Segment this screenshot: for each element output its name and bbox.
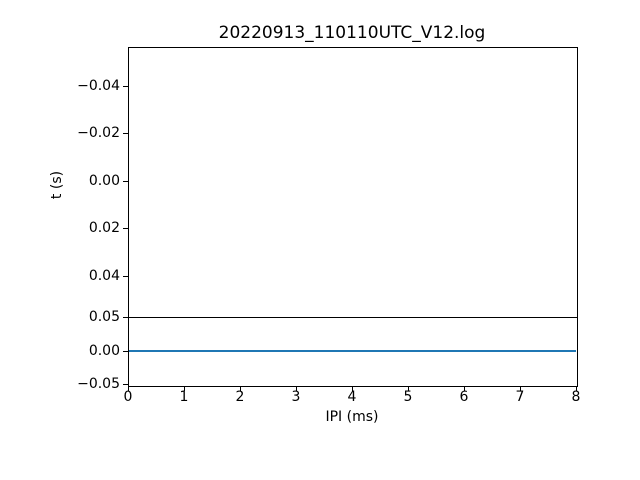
- ytick-mark: [123, 228, 128, 229]
- ytick-mark: [123, 317, 128, 318]
- xtick-label: 6: [459, 389, 469, 405]
- xtick-label: 5: [403, 389, 413, 405]
- xtick-label: 3: [291, 389, 301, 405]
- xtick-label: 1: [179, 389, 189, 405]
- ytick-label: 0.02: [88, 220, 120, 236]
- axes-frame: [128, 47, 578, 387]
- ytick-mark: [123, 86, 128, 87]
- xtick-mark: [352, 386, 353, 391]
- y-axis-label: t (s): [49, 170, 65, 200]
- xtick-mark: [408, 386, 409, 391]
- ytick-mark: [123, 181, 128, 182]
- ytick-label: −0.02: [77, 125, 120, 141]
- ytick-label: 0.04: [88, 268, 120, 284]
- ytick-mark: [123, 133, 128, 134]
- xtick-mark: [464, 386, 465, 391]
- xtick-label: 8: [571, 389, 581, 405]
- xtick-label: 7: [515, 389, 525, 405]
- plot-title: 20220913_110110UTC_V12.log: [218, 23, 486, 43]
- xtick-mark: [184, 386, 185, 391]
- ytick-label: 0.05: [88, 309, 120, 325]
- ytick-label: −0.05: [77, 376, 120, 392]
- ytick-mark: [123, 384, 128, 385]
- ytick-label: 0.00: [88, 173, 120, 189]
- xtick-label: 2: [235, 389, 245, 405]
- xtick-mark: [520, 386, 521, 391]
- x-axis-label: IPI (ms): [325, 409, 379, 425]
- xtick-mark: [128, 386, 129, 391]
- ytick-label: 0.00: [88, 343, 120, 359]
- ytick-mark: [123, 276, 128, 277]
- ytick-label: −0.04: [77, 78, 120, 94]
- ytick-mark: [123, 351, 128, 352]
- data-zero-line: [129, 350, 576, 352]
- xtick-mark: [240, 386, 241, 391]
- xtick-label: 4: [347, 389, 357, 405]
- subplot-divider-line: [128, 317, 577, 318]
- xtick-mark: [576, 386, 577, 391]
- xtick-mark: [296, 386, 297, 391]
- xtick-label: 0: [123, 389, 133, 405]
